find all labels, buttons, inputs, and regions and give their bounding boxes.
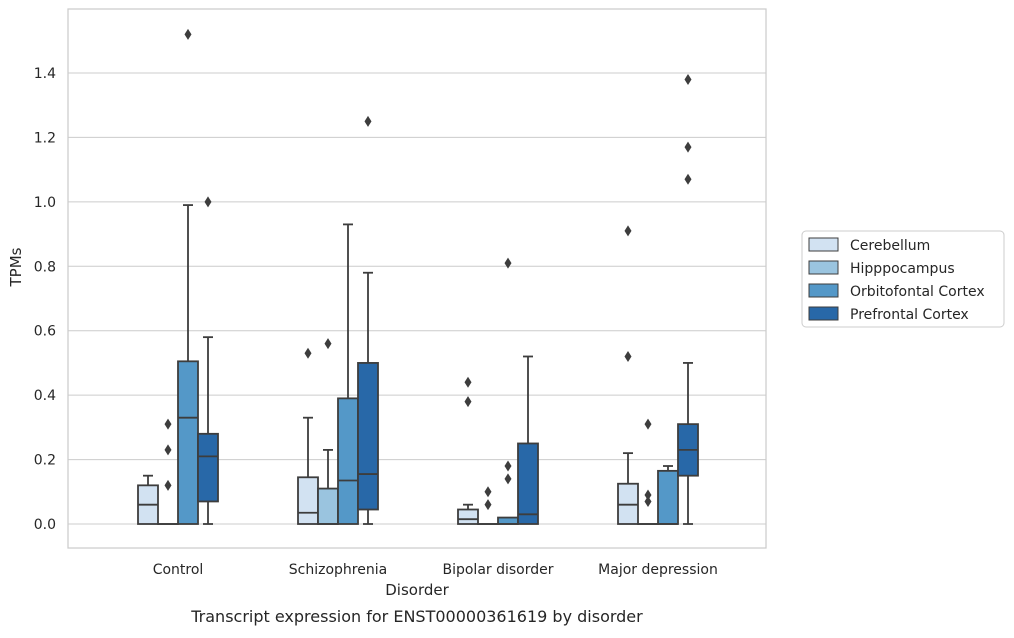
plot-frame xyxy=(68,9,766,548)
box-orbitofontal-cortex xyxy=(658,466,678,524)
box-body xyxy=(458,510,478,524)
outlier-point xyxy=(305,348,312,359)
outlier-point xyxy=(165,480,172,491)
box-cerebellum xyxy=(138,476,158,524)
y-tick-label: 1.2 xyxy=(34,130,56,146)
box-hipppocampus xyxy=(158,419,178,524)
outlier-point xyxy=(625,225,632,236)
outlier-point xyxy=(685,174,692,185)
y-tick-label: 0.4 xyxy=(34,388,56,404)
box-prefrontal-cortex xyxy=(358,116,378,524)
box-orbitofontal-cortex xyxy=(498,258,518,524)
x-tick-label: Major depression xyxy=(598,562,718,578)
box-body xyxy=(178,361,198,524)
y-tick-label: 0.8 xyxy=(34,259,56,275)
box-cerebellum xyxy=(618,225,638,524)
box-cerebellum xyxy=(298,348,318,524)
legend-swatch xyxy=(809,307,838,320)
box-hipppocampus xyxy=(478,486,498,524)
outlier-point xyxy=(645,496,652,507)
outlier-point xyxy=(485,499,492,510)
legend-label: Hipppocampus xyxy=(850,261,955,277)
y-tick-label: 0.0 xyxy=(34,517,56,533)
outlier-point xyxy=(365,116,372,127)
box-body xyxy=(338,398,358,524)
outlier-point xyxy=(505,258,512,269)
x-tick-label: Control xyxy=(153,562,204,578)
legend-label: Prefrontal Cortex xyxy=(850,307,969,323)
x-tick-label: Schizophrenia xyxy=(289,562,387,578)
box-body xyxy=(498,518,518,524)
box-body xyxy=(518,443,538,524)
legend-swatch xyxy=(809,261,838,274)
outlier-point xyxy=(645,419,652,430)
box-orbitofontal-cortex xyxy=(178,29,198,524)
x-tick-label: Bipolar disorder xyxy=(442,562,553,578)
box-orbitofontal-cortex xyxy=(338,224,358,524)
y-tick-label: 0.2 xyxy=(34,453,56,469)
box-body xyxy=(198,434,218,502)
y-tick-label: 1.0 xyxy=(34,195,56,211)
outlier-point xyxy=(165,444,172,455)
outlier-point xyxy=(465,377,472,388)
outlier-point xyxy=(485,486,492,497)
box-prefrontal-cortex xyxy=(198,196,218,524)
box-body xyxy=(318,489,338,524)
box-body xyxy=(358,363,378,510)
box-prefrontal-cortex xyxy=(678,74,698,524)
outlier-point xyxy=(185,29,192,40)
box-prefrontal-cortex xyxy=(518,356,538,524)
outlier-point xyxy=(325,338,332,349)
box-body xyxy=(658,471,678,524)
legend-swatch xyxy=(809,284,838,297)
outlier-point xyxy=(685,142,692,153)
outlier-point xyxy=(465,396,472,407)
legend-label: Cerebellum xyxy=(850,238,930,254)
figure-caption: Transcript expression for ENST0000036161… xyxy=(190,607,643,626)
outlier-point xyxy=(625,351,632,362)
y-tick-label: 0.6 xyxy=(34,324,56,340)
legend-swatch xyxy=(809,238,838,251)
x-axis-label: Disorder xyxy=(385,581,449,599)
box-hipppocampus xyxy=(318,338,338,524)
outlier-point xyxy=(505,473,512,484)
y-tick-label: 1.4 xyxy=(34,66,56,82)
outlier-point xyxy=(165,419,172,430)
box-cerebellum xyxy=(458,377,478,524)
legend-label: Orbitofontal Cortex xyxy=(850,284,985,300)
y-axis-label: TPMs xyxy=(7,247,25,287)
box-hipppocampus xyxy=(638,419,658,524)
outlier-point xyxy=(505,461,512,472)
outlier-point xyxy=(205,196,212,207)
box-body xyxy=(298,477,318,524)
outlier-point xyxy=(685,74,692,85)
